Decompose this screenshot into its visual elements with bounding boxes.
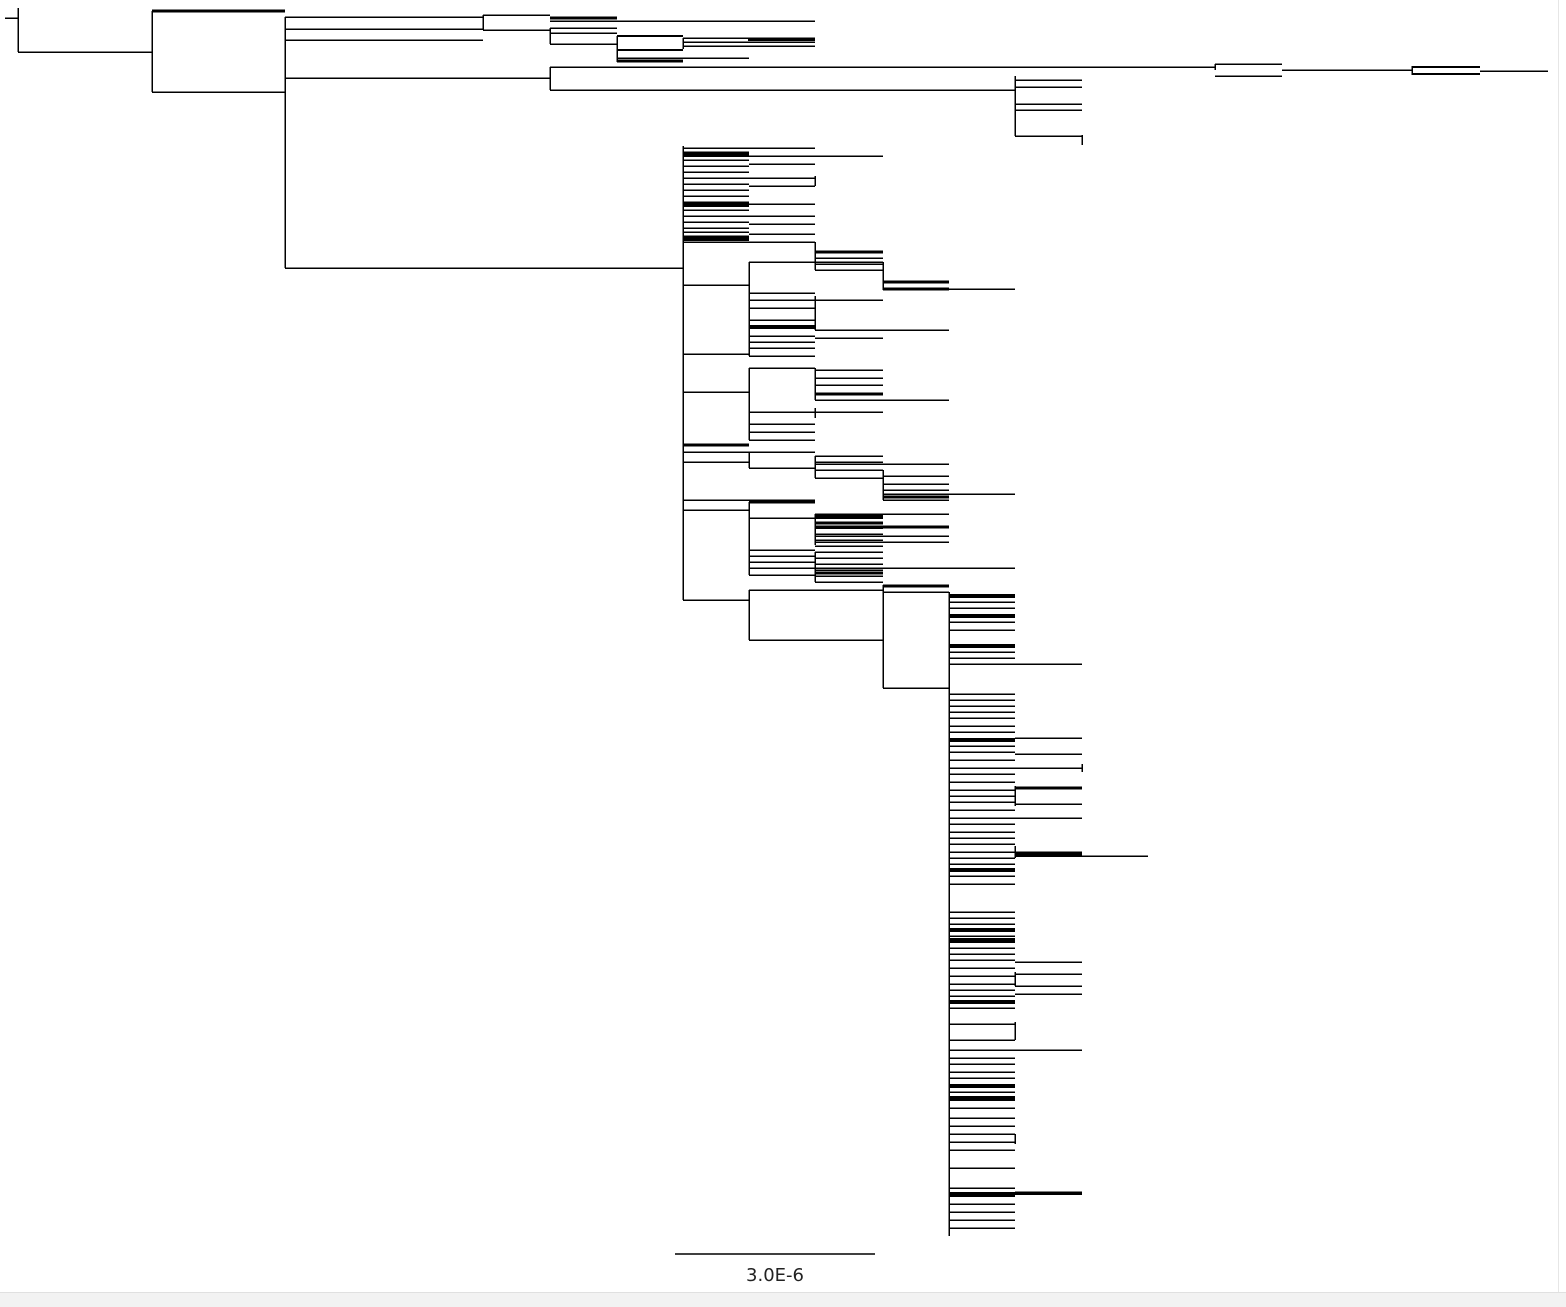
scale-bar-label: 3.0E-6 <box>746 1265 804 1286</box>
tree-branches <box>5 8 1548 1236</box>
bottom-border <box>0 1292 1566 1307</box>
right-border <box>1558 0 1559 1292</box>
